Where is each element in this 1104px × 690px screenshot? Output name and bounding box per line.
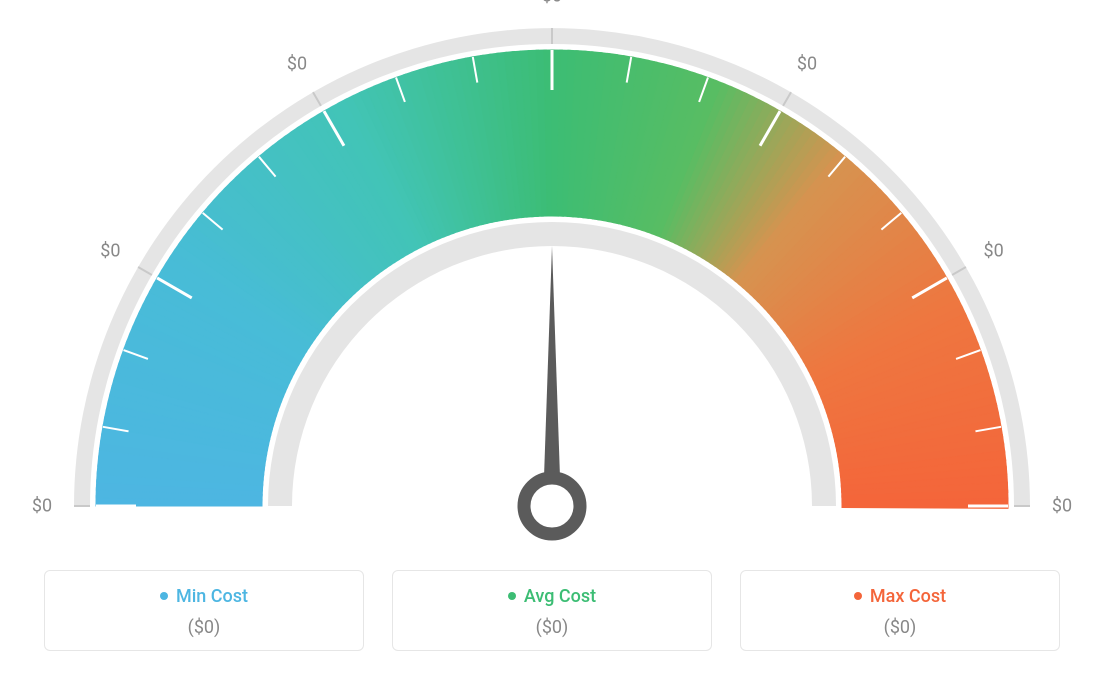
legend-value-max: ($0) <box>751 617 1049 638</box>
legend-label-avg: Avg Cost <box>524 586 596 607</box>
legend-value-min: ($0) <box>55 617 353 638</box>
legend-card-avg: Avg Cost ($0) <box>392 570 712 651</box>
gauge-chart: $0 $0 $0 $0 $0 $0 $0 <box>0 0 1104 560</box>
gauge-svg <box>0 0 1104 560</box>
legend-card-min: Min Cost ($0) <box>44 570 364 651</box>
gauge-tick-label: $0 <box>100 240 120 261</box>
legend-title-avg: Avg Cost <box>508 586 596 607</box>
gauge-tick-label: $0 <box>1052 496 1072 517</box>
legend-value-avg: ($0) <box>403 617 701 638</box>
legend-dot-min <box>160 592 168 600</box>
legend-row: Min Cost ($0) Avg Cost ($0) Max Cost ($0… <box>44 570 1060 651</box>
legend-dot-avg <box>508 592 516 600</box>
gauge-tick-label: $0 <box>287 54 307 75</box>
legend-label-min: Min Cost <box>176 586 248 607</box>
gauge-tick-label: $0 <box>542 0 562 7</box>
legend-dot-max <box>854 592 862 600</box>
gauge-tick-label: $0 <box>797 54 817 75</box>
gauge-tick-label: $0 <box>32 496 52 517</box>
legend-title-min: Min Cost <box>160 586 248 607</box>
legend-card-max: Max Cost ($0) <box>740 570 1060 651</box>
gauge-tick-label: $0 <box>984 240 1004 261</box>
legend-title-max: Max Cost <box>854 586 946 607</box>
legend-label-max: Max Cost <box>870 586 946 607</box>
